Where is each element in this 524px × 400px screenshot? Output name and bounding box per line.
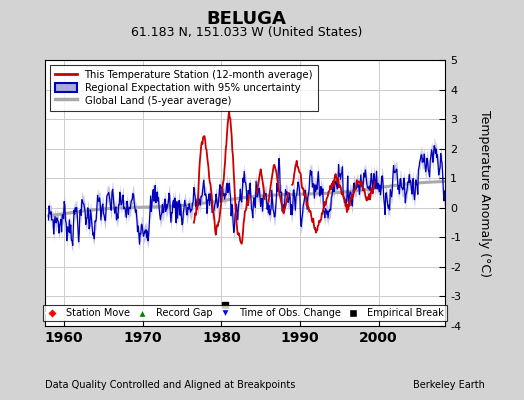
Text: Data Quality Controlled and Aligned at Breakpoints: Data Quality Controlled and Aligned at B…: [45, 380, 295, 390]
Text: Berkeley Earth: Berkeley Earth: [413, 380, 485, 390]
Y-axis label: Temperature Anomaly (°C): Temperature Anomaly (°C): [478, 110, 491, 276]
Text: 61.183 N, 151.033 W (United States): 61.183 N, 151.033 W (United States): [130, 26, 362, 39]
Legend: Station Move, Record Gap, Time of Obs. Change, Empirical Break: Station Move, Record Gap, Time of Obs. C…: [43, 304, 447, 322]
Text: BELUGA: BELUGA: [206, 10, 286, 28]
